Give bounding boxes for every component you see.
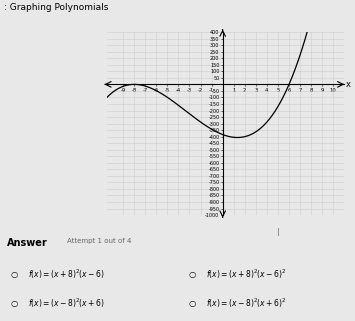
- Text: $f(x) = (x - 8)^2(x + 6)$: $f(x) = (x - 8)^2(x + 6)$: [28, 297, 105, 310]
- Text: $f(x) = (x + 8)^2(x - 6)^2$: $f(x) = (x + 8)^2(x - 6)^2$: [206, 268, 286, 282]
- Text: Attempt 1 out of 4: Attempt 1 out of 4: [67, 238, 132, 244]
- Text: $f(x) = (x + 8)^2(x - 6)$: $f(x) = (x + 8)^2(x - 6)$: [28, 268, 105, 282]
- Text: : Graphing Polynomials: : Graphing Polynomials: [4, 3, 108, 12]
- Text: Answer: Answer: [7, 238, 48, 247]
- Text: ○: ○: [188, 299, 195, 308]
- Text: I: I: [277, 228, 280, 238]
- Text: ○: ○: [11, 270, 18, 279]
- Text: $f(x) = (x - 8)^2(x + 6)^2$: $f(x) = (x - 8)^2(x + 6)^2$: [206, 297, 286, 310]
- Text: x: x: [345, 80, 350, 89]
- Text: ○: ○: [11, 299, 18, 308]
- Text: ○: ○: [188, 270, 195, 279]
